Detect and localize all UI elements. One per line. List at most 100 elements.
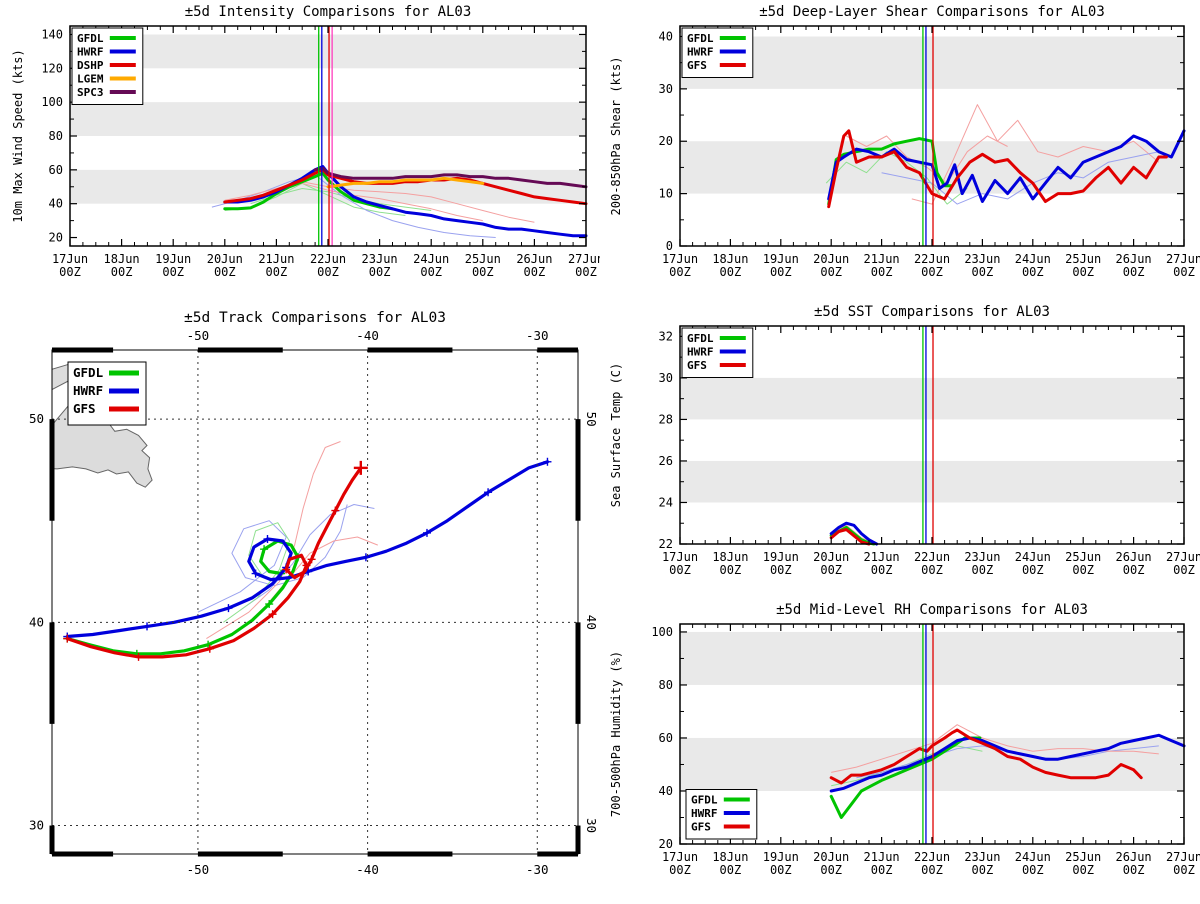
intensity-series-DSHP (223, 168, 588, 206)
x-tick-label: 21Jun (864, 550, 900, 564)
y-tick-label: 30 (659, 82, 673, 96)
shaded-band (680, 36, 1184, 89)
intensity-faint-series-4 (276, 182, 483, 222)
lon-tick-label-bottom: -30 (526, 862, 549, 877)
x-tick-sublabel: 00Z (1072, 563, 1094, 577)
x-tick-label: 25Jun (1065, 850, 1101, 864)
intensity-panel: 17Jun 00Z 18Jun 00Z 19Jun 00Z 20Jun 00Z 21Jun 00Z… (6, 2, 604, 300)
legend-label-GFS: GFS (691, 821, 711, 834)
x-tick-sublabel: 00Z (770, 563, 792, 577)
y-tick-label: 40 (49, 197, 63, 211)
track-legend: GFDL HWRF GFS (67, 361, 147, 426)
track-GFS (65, 466, 363, 659)
sst-panel: 17Jun 00Z 18Jun 00Z 19Jun 00Z 20Jun 00Z 21Jun 00Z… (604, 300, 1200, 596)
x-tick-label: 17Jun (662, 850, 698, 864)
x-tick-sublabel: 00Z (1072, 863, 1094, 877)
track-HWRF (65, 460, 550, 639)
x-tick-sublabel: 00Z (921, 863, 943, 877)
x-tick-label: 18Jun (712, 252, 748, 266)
shaded-band (680, 377, 1184, 420)
legend-label-DSHP: DSHP (77, 59, 104, 72)
x-tick-label: 23Jun (964, 850, 1000, 864)
x-tick-label: 23Jun (964, 550, 1000, 564)
legend-label-SPC3: SPC3 (77, 86, 104, 99)
shear-title: ±5d Deep-Layer Shear Comparisons for AL0… (759, 4, 1105, 20)
intensity-series-LGEM (326, 176, 485, 189)
shaded-band (70, 102, 586, 136)
x-tick-sublabel: 00Z (214, 265, 236, 279)
intensity-series-SPC3 (313, 166, 588, 189)
lat-tick-label-right: 30 (584, 818, 599, 833)
x-tick-label: 21Jun (864, 252, 900, 266)
x-tick-label: 21Jun (864, 850, 900, 864)
x-tick-sublabel: 00Z (871, 863, 893, 877)
x-tick-label: 17Jun (662, 550, 698, 564)
x-tick-label: 18Jun (104, 252, 140, 266)
x-tick-label: 19Jun (763, 550, 799, 564)
y-tick-label: 32 (659, 329, 673, 343)
legend-label-LGEM: LGEM (77, 73, 104, 86)
x-tick-label: 24Jun (1015, 550, 1051, 564)
y-tick-label: 140 (41, 27, 63, 41)
x-tick-sublabel: 00Z (921, 563, 943, 577)
rh-chart: 17Jun00Z18Jun00Z19Jun00Z20Jun00Z21Jun00Z… (609, 602, 1200, 877)
x-tick-label: 24Jun (1015, 252, 1051, 266)
legend-label-HWRF: HWRF (77, 46, 104, 59)
x-tick-sublabel: 00Z (720, 265, 742, 279)
intensity-series-GFDL (223, 171, 394, 211)
x-tick-label: 25Jun (1065, 550, 1101, 564)
x-tick-sublabel: 00Z (669, 863, 691, 877)
x-tick-label: 21Jun (258, 252, 294, 266)
legend-label-GFS: GFS (73, 401, 96, 416)
x-tick-sublabel: 00Z (972, 265, 994, 279)
legend-label-GFDL: GFDL (687, 32, 714, 45)
map-frame (51, 349, 579, 855)
x-tick-sublabel: 00Z (720, 863, 742, 877)
x-tick-sublabel: 00Z (871, 265, 893, 279)
track-chart: -50 -50 -40 -40 -30 -30 30 30 40 40 50 50 ±5d Track … (29, 310, 599, 877)
y-tick-label: 80 (49, 129, 63, 143)
legend-label-HWRF: HWRF (73, 383, 103, 398)
legend-label-GFS: GFS (687, 359, 707, 372)
x-tick-sublabel: 00Z (1123, 863, 1145, 877)
x-tick-label: 26Jun (516, 252, 552, 266)
y-tick-label: 24 (659, 495, 673, 509)
x-tick-label: 18Jun (712, 850, 748, 864)
faint-track-1 (240, 504, 375, 611)
x-tick-label: 27Jun (1166, 850, 1200, 864)
x-tick-label: 19Jun (155, 252, 191, 266)
legend-label-HWRF: HWRF (691, 807, 718, 820)
x-tick-label: 22Jun (310, 252, 346, 266)
shear-ylabel: 200-850hPa Shear (kts) (609, 57, 623, 216)
lat-tick-label-right: 40 (584, 615, 599, 630)
intensity-chart: 17Jun00Z18Jun00Z19Jun00Z20Jun00Z21Jun00Z… (11, 4, 604, 279)
y-tick-label: 0 (666, 239, 673, 253)
x-tick-label: 26Jun (1116, 850, 1152, 864)
lat-tick-label-right: 50 (584, 412, 599, 427)
shear-faint-series-3 (881, 151, 1159, 205)
x-tick-label: 22Jun (914, 252, 950, 266)
x-tick-label: 20Jun (813, 252, 849, 266)
sst-axes-frame (679, 325, 1185, 545)
x-tick-sublabel: 00Z (317, 265, 339, 279)
x-tick-sublabel: 00Z (1072, 265, 1094, 279)
x-tick-label: 25Jun (465, 252, 501, 266)
y-tick-label: 20 (659, 837, 673, 851)
x-tick-label: 19Jun (763, 850, 799, 864)
legend-label-GFS: GFS (687, 59, 707, 72)
x-tick-label: 20Jun (207, 252, 243, 266)
x-tick-sublabel: 00Z (162, 265, 184, 279)
lon-tick-label-top: -40 (356, 328, 379, 343)
y-tick-label: 100 (651, 625, 673, 639)
x-tick-label: 23Jun (362, 252, 398, 266)
legend-label-GFDL: GFDL (73, 365, 104, 380)
x-tick-label: 22Jun (914, 850, 950, 864)
sst-title: ±5d SST Comparisons for AL03 (814, 304, 1050, 320)
shear-series-GFDL (827, 137, 954, 206)
rh-series-GFS (829, 728, 1143, 785)
y-tick-label: 120 (41, 61, 63, 75)
shear-faint-series-1 (846, 135, 1008, 184)
track-panel: -50 -50 -40 -40 -30 -30 30 30 40 40 50 50 ±5d Track … (6, 300, 600, 904)
